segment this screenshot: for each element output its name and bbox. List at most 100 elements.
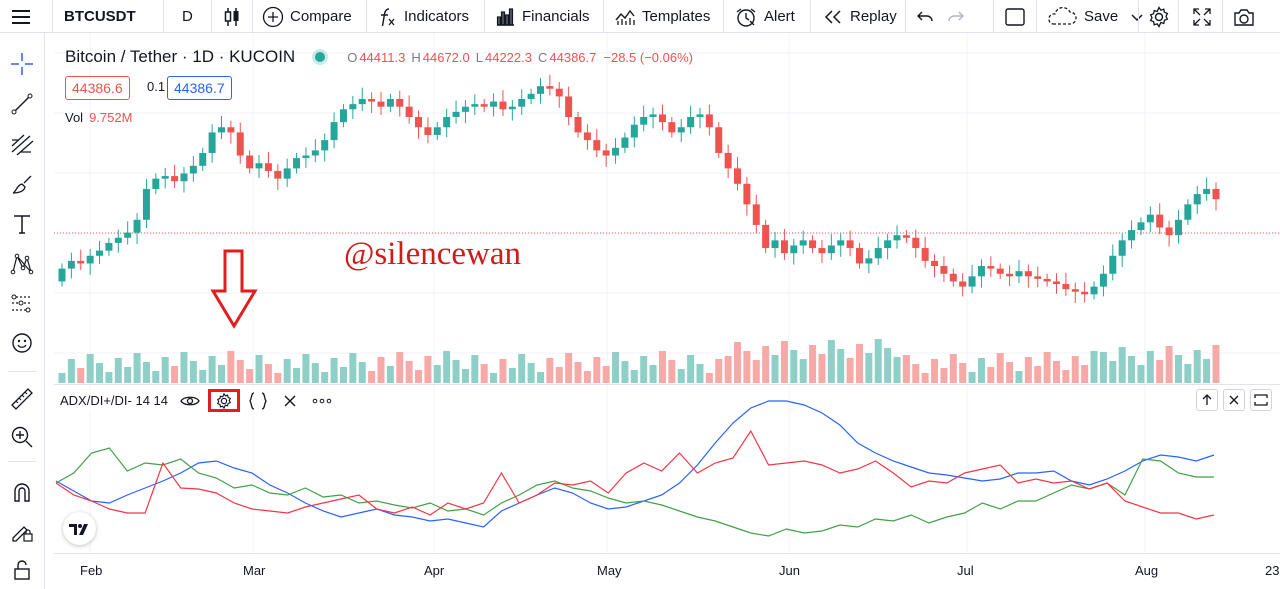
indicators-button[interactable]: Indicators [376, 0, 469, 33]
volume-bar [152, 371, 160, 383]
crosshair-tool[interactable] [8, 50, 36, 78]
candle-body [865, 258, 873, 264]
alert-button[interactable]: Alert [734, 0, 795, 33]
financials-button[interactable]: Financials [494, 0, 590, 33]
candle-body [1024, 271, 1032, 277]
di-minus-line [55, 429, 1215, 520]
candle-body [96, 250, 104, 256]
zoom-tool[interactable] [8, 423, 36, 451]
close-pane-button[interactable] [1223, 389, 1245, 411]
candle-body [311, 150, 319, 156]
candle-body [715, 127, 723, 153]
source-code-button[interactable] [244, 389, 272, 412]
volume-bar [837, 349, 845, 383]
candle-body [58, 268, 66, 282]
interval-button[interactable]: D [182, 0, 193, 33]
undo-button[interactable] [914, 0, 936, 33]
fib-tool[interactable] [8, 131, 36, 159]
symbol-legend[interactable]: Bitcoin / Tether · 1D · KUCOIN O 44411.3 … [65, 47, 693, 67]
prediction-tool[interactable] [8, 290, 36, 318]
candle-body [452, 111, 460, 117]
maximize-pane-button[interactable] [1250, 389, 1272, 411]
volume-bar [217, 365, 225, 383]
compare-label: Compare [290, 8, 352, 25]
settings-button[interactable] [1147, 0, 1171, 33]
volume-bar [583, 371, 591, 383]
volume-bar [555, 367, 563, 383]
move-pane-up-button[interactable] [1196, 389, 1218, 411]
volume-bar [321, 372, 329, 383]
lock-tool[interactable] [8, 556, 36, 584]
alarm-clock-icon [736, 7, 756, 27]
divider [905, 0, 906, 33]
layout-button[interactable] [1004, 0, 1026, 33]
volume-bar [593, 357, 601, 383]
volume-bar [649, 365, 657, 383]
lock-icon [14, 560, 30, 580]
magnet-tool[interactable] [8, 478, 36, 506]
volume-legend[interactable]: Vol 9.752M [65, 110, 132, 125]
save-button[interactable]: Save [1044, 0, 1146, 33]
candle-body [199, 152, 207, 166]
cloud-icon [1048, 6, 1077, 25]
snapshot-button[interactable] [1232, 0, 1256, 33]
replay-button[interactable]: Replay [822, 0, 897, 33]
time-tick: Jun [779, 563, 800, 578]
buy-price-button[interactable]: 44386.7 [167, 76, 232, 100]
volume-bar [433, 365, 441, 383]
chart-canvas[interactable] [54, 33, 1280, 553]
trend-line-tool[interactable] [8, 90, 36, 118]
emoji-tool[interactable] [8, 329, 36, 357]
candle-body [583, 132, 591, 141]
sell-price-button[interactable]: 44386.6 [65, 76, 130, 100]
divider [1222, 0, 1223, 33]
candle-body [386, 98, 394, 107]
compare-button[interactable]: Compare [262, 0, 352, 33]
volume-bar [377, 357, 385, 383]
pattern-tool[interactable] [8, 250, 36, 278]
brush-tool[interactable] [8, 171, 36, 199]
volume-bar [293, 368, 301, 383]
candle-body [264, 163, 272, 171]
measure-tool[interactable] [8, 385, 36, 413]
templates-button[interactable]: Templates [614, 0, 710, 33]
indicator-settings-button[interactable] [208, 389, 241, 412]
volume-bar [949, 354, 957, 383]
candle-body [790, 245, 798, 254]
symbol-search-button[interactable]: BTCUSDT [64, 0, 136, 33]
fullscreen-button[interactable] [1191, 0, 1213, 33]
divider [52, 0, 53, 33]
divider [1036, 0, 1037, 33]
chart-type-button[interactable] [221, 0, 243, 33]
volume-bar [339, 367, 347, 383]
volume-bar [246, 369, 254, 383]
volume-bar [349, 353, 357, 383]
pane-divider[interactable] [54, 384, 1280, 385]
volume-bar [311, 363, 319, 383]
candle-body [490, 101, 498, 107]
chart-pane[interactable]: Bitcoin / Tether · 1D · KUCOIN O 44411.3 … [54, 33, 1280, 589]
redo-button[interactable] [945, 0, 967, 33]
redo-icon [948, 11, 964, 21]
remove-indicator-button[interactable] [276, 389, 304, 412]
magnet-icon [14, 483, 30, 502]
indicator-legend[interactable]: ADX/DI+/DI- 14 14 [60, 389, 337, 412]
volume-bar [884, 348, 892, 383]
visibility-button[interactable] [176, 389, 204, 412]
templates-label: Templates [642, 8, 711, 25]
menu-button[interactable] [10, 0, 32, 33]
divider [484, 0, 485, 33]
candle-body [959, 281, 967, 287]
volume-bar [1024, 357, 1032, 383]
text-tool[interactable] [8, 210, 36, 238]
more-button[interactable] [308, 389, 336, 412]
time-axis[interactable]: Feb Mar Apr May Jun Jul Aug 23 [54, 553, 1280, 589]
time-tick: Apr [424, 563, 445, 578]
candle-body [1184, 204, 1192, 220]
tradingview-logo[interactable] [63, 512, 96, 545]
lock-drawings-tool[interactable] [8, 517, 36, 545]
hamburger-icon [12, 9, 30, 24]
candle-body [1193, 194, 1201, 205]
volume-bar [621, 361, 629, 383]
candle-body [471, 104, 479, 107]
